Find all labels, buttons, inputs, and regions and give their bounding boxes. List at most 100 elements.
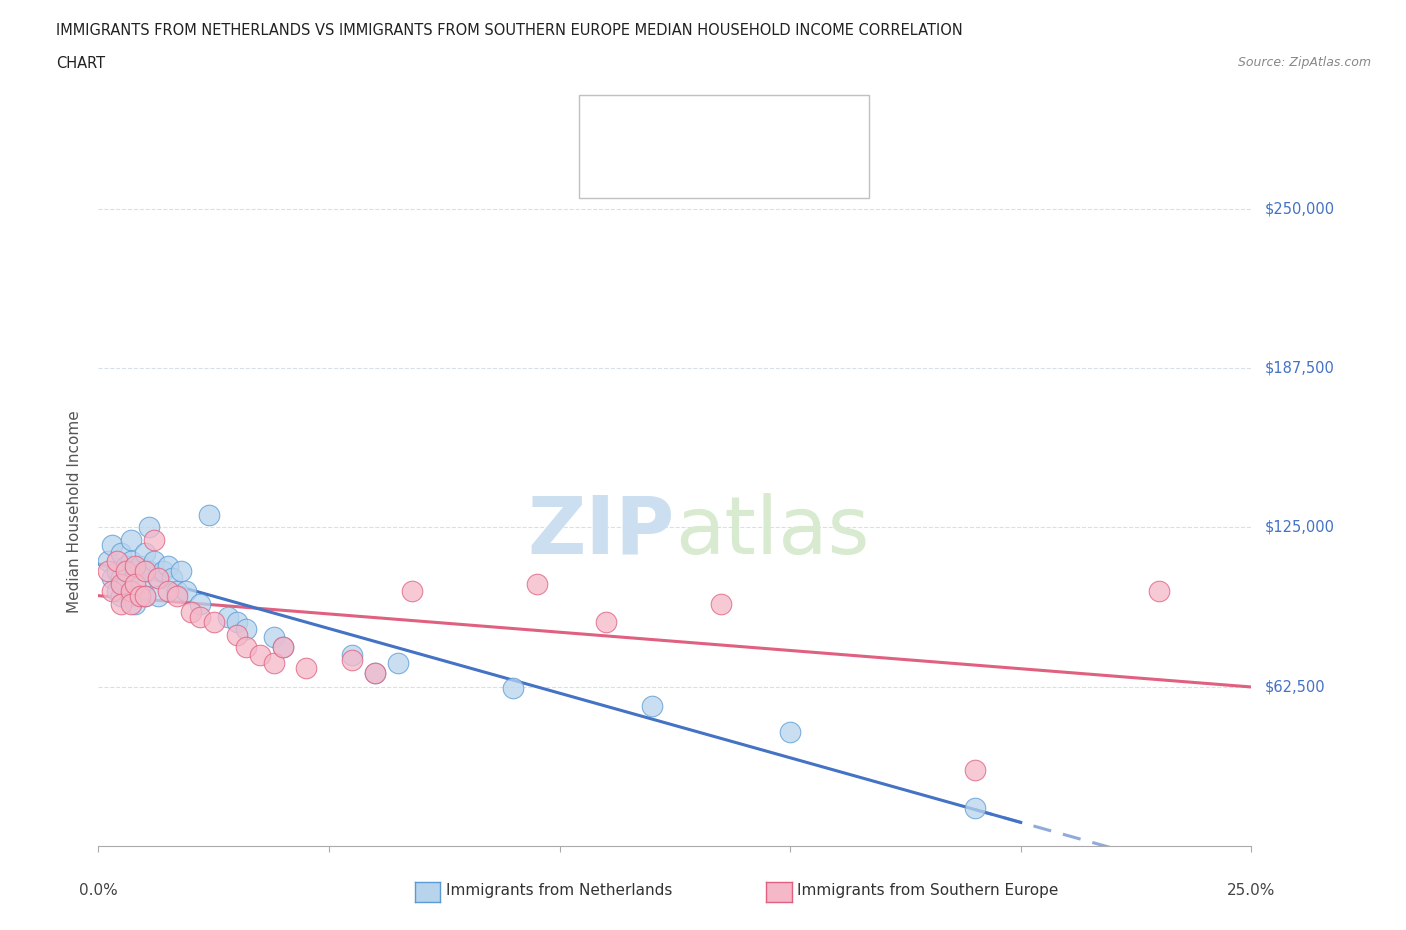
Point xyxy=(198,507,221,522)
Point xyxy=(1147,584,1170,599)
Point xyxy=(202,615,225,630)
Point xyxy=(138,520,160,535)
Point xyxy=(110,596,132,611)
Text: 44: 44 xyxy=(763,116,785,132)
Point xyxy=(148,589,170,604)
Text: R =: R = xyxy=(640,116,673,132)
Text: $125,000: $125,000 xyxy=(1265,520,1336,535)
Point xyxy=(174,584,197,599)
Text: $187,500: $187,500 xyxy=(1265,361,1336,376)
Point xyxy=(249,647,271,662)
Point xyxy=(138,564,160,578)
Point xyxy=(364,665,387,680)
Point xyxy=(110,546,132,561)
Point xyxy=(129,589,152,604)
Point xyxy=(263,630,285,644)
Point xyxy=(710,596,733,611)
Point xyxy=(105,553,128,568)
Point xyxy=(180,604,202,619)
Point xyxy=(526,576,548,591)
Point xyxy=(120,596,142,611)
Point xyxy=(295,660,318,675)
Point xyxy=(364,665,387,680)
Point xyxy=(225,615,247,630)
Point xyxy=(225,627,247,642)
Point xyxy=(235,640,257,655)
Point xyxy=(142,533,165,548)
Point xyxy=(166,584,188,599)
Text: IMMIGRANTS FROM NETHERLANDS VS IMMIGRANTS FROM SOUTHERN EUROPE MEDIAN HOUSEHOLD : IMMIGRANTS FROM NETHERLANDS VS IMMIGRANT… xyxy=(56,23,963,38)
Point xyxy=(124,596,146,611)
Point xyxy=(134,564,156,578)
Text: Immigrants from Southern Europe: Immigrants from Southern Europe xyxy=(797,884,1059,898)
Point xyxy=(641,698,664,713)
Point xyxy=(110,576,132,591)
Point xyxy=(156,584,179,599)
Point xyxy=(129,558,152,573)
Point xyxy=(188,609,211,624)
Point xyxy=(263,656,285,671)
Point xyxy=(166,589,188,604)
Point xyxy=(502,681,524,696)
Point xyxy=(271,640,294,655)
Text: N =: N = xyxy=(721,155,765,171)
Point xyxy=(963,801,986,816)
Point xyxy=(129,576,152,591)
Point xyxy=(97,553,120,568)
Text: CHART: CHART xyxy=(56,56,105,71)
Point xyxy=(160,571,183,586)
Point xyxy=(235,622,257,637)
Text: -0.417: -0.417 xyxy=(671,116,725,132)
Point xyxy=(101,584,124,599)
Point xyxy=(115,564,138,578)
Point xyxy=(105,584,128,599)
Point xyxy=(97,564,120,578)
Text: Source: ZipAtlas.com: Source: ZipAtlas.com xyxy=(1237,56,1371,69)
Point xyxy=(595,615,617,630)
Point xyxy=(340,647,363,662)
Point xyxy=(105,564,128,578)
Text: 0.0%: 0.0% xyxy=(79,884,118,898)
Point xyxy=(387,656,409,671)
Text: 25.0%: 25.0% xyxy=(1227,884,1275,898)
Point xyxy=(217,609,239,624)
Point xyxy=(110,589,132,604)
Point xyxy=(124,558,146,573)
Point xyxy=(340,653,363,668)
Text: $250,000: $250,000 xyxy=(1265,201,1336,216)
Point xyxy=(134,589,156,604)
Point xyxy=(115,576,138,591)
Point xyxy=(156,558,179,573)
Point xyxy=(101,571,124,586)
Point xyxy=(120,553,142,568)
Text: Immigrants from Netherlands: Immigrants from Netherlands xyxy=(446,884,672,898)
Point xyxy=(142,553,165,568)
Point xyxy=(963,763,986,777)
Point xyxy=(124,564,146,578)
Point xyxy=(120,589,142,604)
Y-axis label: Median Household Income: Median Household Income xyxy=(67,410,83,613)
Point xyxy=(115,558,138,573)
Text: 34: 34 xyxy=(763,155,785,171)
Point xyxy=(148,571,170,586)
Point xyxy=(120,584,142,599)
Text: $62,500: $62,500 xyxy=(1265,680,1326,695)
Point xyxy=(101,538,124,552)
Point xyxy=(152,564,174,578)
Text: ZIP: ZIP xyxy=(527,493,675,571)
Point xyxy=(271,640,294,655)
Point xyxy=(110,571,132,586)
Point xyxy=(401,584,423,599)
Point xyxy=(124,576,146,591)
Point xyxy=(170,564,193,578)
Text: R =: R = xyxy=(640,155,673,171)
Point xyxy=(148,571,170,586)
Point xyxy=(134,546,156,561)
Point xyxy=(134,589,156,604)
Point xyxy=(120,533,142,548)
Point xyxy=(188,596,211,611)
Text: atlas: atlas xyxy=(675,493,869,571)
Text: -0.049: -0.049 xyxy=(671,155,725,171)
Text: N =: N = xyxy=(721,116,765,132)
Point xyxy=(779,724,801,739)
